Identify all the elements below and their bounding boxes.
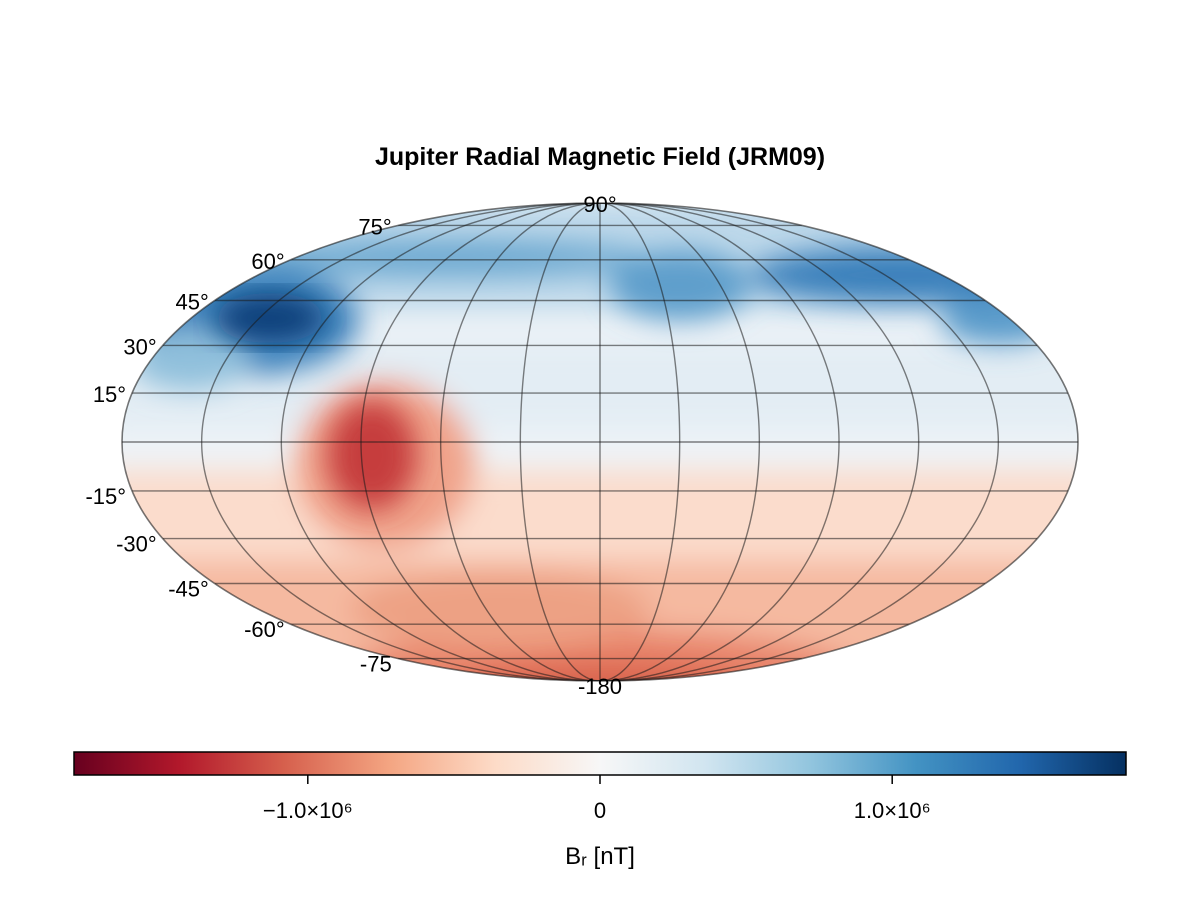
- equatorial-negative-spot: [327, 400, 417, 510]
- high-latitude-band: [250, 240, 650, 276]
- meridian-line: [599, 203, 681, 681]
- southern-negative-lobe: [350, 570, 650, 650]
- latitude-label: 60°: [251, 249, 284, 274]
- colorbar-gradient: [73, 751, 1127, 776]
- chart-title: Jupiter Radial Magnetic Field (JRM09): [375, 143, 825, 171]
- colorbar-label: Bᵣ [nT]: [565, 843, 635, 870]
- meridian-line: [599, 203, 761, 681]
- colorbar-tick-label: 0: [594, 798, 606, 823]
- latitude-label: -60°: [244, 617, 285, 642]
- latitude-label: -30°: [116, 532, 157, 557]
- latitude-label: -45°: [168, 577, 209, 602]
- colorbar-ticks: −1.0×10⁶ 0 1.0×10⁶: [263, 775, 931, 823]
- meridian-line: [519, 203, 601, 681]
- meridian-line: [599, 203, 1000, 681]
- northern-positive-patch-center: [610, 250, 750, 320]
- latitude-label: 75°: [358, 215, 391, 240]
- latitude-label: -15°: [85, 484, 126, 509]
- graticule: [122, 203, 1078, 681]
- colorbar-tick-label: 1.0×10⁶: [854, 798, 931, 823]
- northern-strong-positive-core: [215, 293, 325, 343]
- map-outline: [121, 202, 1079, 682]
- meridian-line: [360, 203, 601, 681]
- colorbar-tick-label: −1.0×10⁶: [263, 798, 353, 823]
- latitude-label: 30°: [123, 335, 156, 360]
- latitude-label: -180: [578, 674, 622, 699]
- meridian-line: [599, 203, 840, 681]
- meridian-line: [280, 203, 601, 681]
- latitude-label: 90°: [583, 192, 616, 217]
- meridian-line: [439, 203, 601, 681]
- latitude-labels: 90° 75° 60° 45° 30° 15° -15° -30° -45° -60° -75 -18…: [85, 192, 622, 699]
- latitude-label: 15°: [93, 382, 126, 407]
- latitude-label: -75: [360, 652, 392, 677]
- latitude-label: 45°: [176, 290, 209, 315]
- meridian-line: [599, 203, 920, 681]
- meridian-line: [200, 203, 601, 681]
- colorbar: −1.0×10⁶ 0 1.0×10⁶ Bᵣ [nT]: [73, 751, 1127, 870]
